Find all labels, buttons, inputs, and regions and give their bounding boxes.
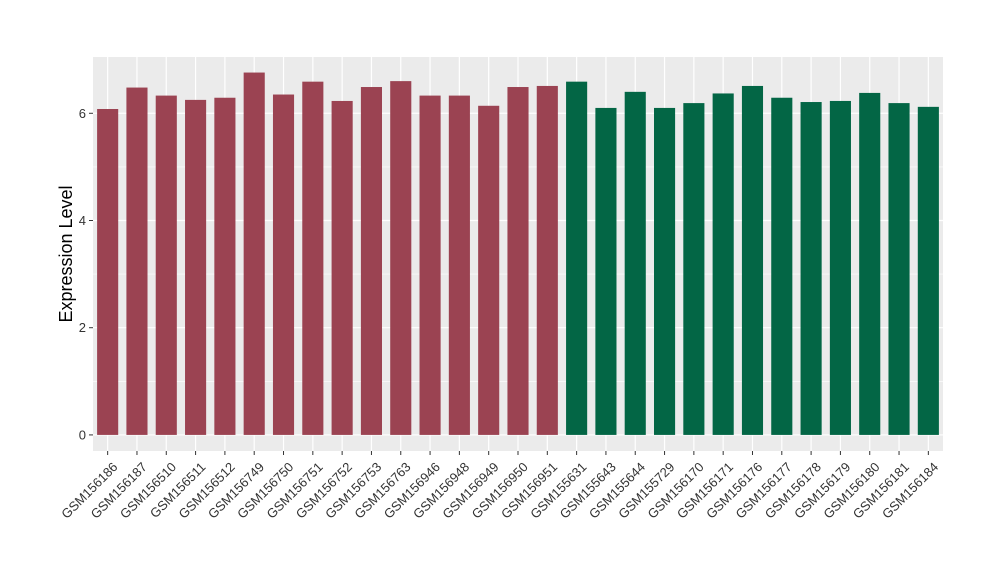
bar-gsm155729 xyxy=(654,107,676,435)
bar-gsm156512 xyxy=(214,97,236,435)
bar-gsm156187 xyxy=(126,87,148,435)
y-tick-label: 6 xyxy=(79,106,86,121)
y-axis-title: Expression Level xyxy=(56,185,76,322)
bar-gsm156951 xyxy=(536,85,558,435)
bar-gsm155644 xyxy=(624,91,646,435)
bars xyxy=(97,72,939,435)
bar-gsm156181 xyxy=(888,103,910,435)
bar-gsm156184 xyxy=(917,106,939,435)
bar-gsm156946 xyxy=(419,95,441,435)
bar-gsm156949 xyxy=(478,105,500,435)
bar-gsm156950 xyxy=(507,87,529,435)
y-axis: 0 2 4 6 xyxy=(79,106,93,442)
bar-gsm156179 xyxy=(829,100,851,435)
bar-gsm156750 xyxy=(272,94,295,435)
y-tick-label: 4 xyxy=(79,213,86,228)
bar-gsm156751 xyxy=(302,81,324,435)
bar-gsm156753 xyxy=(360,87,382,435)
bar-gsm156176 xyxy=(741,85,764,435)
bar-gsm156186 xyxy=(97,108,119,435)
x-axis: GSM156186GSM156187GSM156510GSM156511GSM1… xyxy=(58,451,941,522)
bar-gsm156763 xyxy=(390,81,412,435)
bar-gsm156511 xyxy=(185,99,207,435)
bar-gsm156752 xyxy=(331,100,353,435)
bar-gsm156178 xyxy=(800,102,822,435)
bar-gsm156948 xyxy=(448,95,470,435)
bar-gsm156177 xyxy=(771,97,793,435)
bar-gsm156180 xyxy=(859,92,881,435)
bar-gsm156171 xyxy=(712,93,734,435)
bar-gsm156510 xyxy=(155,95,177,435)
bar-gsm156749 xyxy=(243,72,265,435)
y-tick-label: 0 xyxy=(79,427,86,442)
bar-gsm155643 xyxy=(595,107,617,435)
y-tick-label: 2 xyxy=(79,320,86,335)
bar-gsm155631 xyxy=(566,81,588,435)
bar-gsm156170 xyxy=(683,103,705,435)
